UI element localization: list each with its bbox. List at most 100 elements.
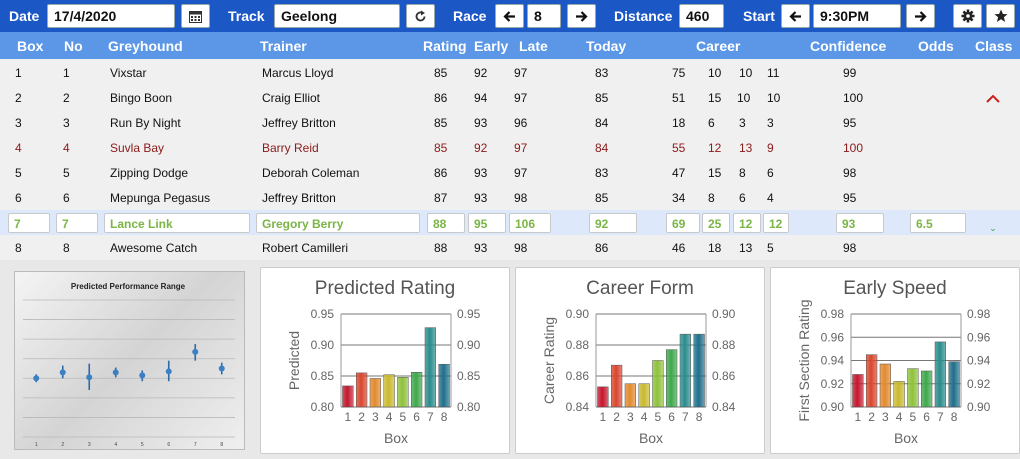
top-toolbar: Date 17/4/2020 Track Geelong Race 8 Dist… (0, 0, 1020, 32)
range-point-8 (218, 365, 225, 372)
start-next-button[interactable] (906, 4, 935, 28)
cell-career-seconds: 6 (739, 191, 746, 205)
x-tick-label: 1 (35, 442, 38, 448)
table-row[interactable]: 4 4 Suvla Bay Barry Reid 85 92 97 84 55 … (0, 135, 1020, 160)
cell-career-thirds: 11 (767, 66, 780, 80)
cell-confidence[interactable]: 93 (836, 213, 884, 233)
col-odds[interactable]: Odds (918, 38, 954, 54)
bar-box-7 (679, 333, 691, 408)
table-row-selected[interactable]: 7 7 Lance Link Gregory Berry 88 95 106 9… (0, 210, 1020, 235)
range-point-1 (33, 375, 40, 382)
bar-box-8 (948, 361, 960, 408)
settings-button[interactable] (953, 4, 982, 28)
cell-today: 85 (595, 91, 609, 105)
x-axis-label: Box (384, 430, 408, 446)
arrow-left-icon (503, 11, 515, 22)
col-late[interactable]: Late (519, 38, 548, 54)
col-no[interactable]: No (64, 38, 83, 54)
cell-career-seconds[interactable]: 12 (733, 213, 761, 233)
favorite-button[interactable] (986, 4, 1015, 28)
cell-early[interactable]: 95 (468, 213, 506, 233)
x-axis-label: Box (894, 430, 918, 446)
calendar-button[interactable] (181, 4, 210, 28)
class-up-icon[interactable] (986, 94, 1000, 103)
col-early[interactable]: Early (474, 38, 509, 54)
cell-late[interactable]: 106 (509, 213, 551, 233)
cell-box: 5 (15, 166, 22, 180)
col-trainer[interactable]: Trainer (260, 38, 307, 54)
col-confidence[interactable]: Confidence (810, 38, 887, 54)
cell-career-wins: 6 (708, 116, 715, 130)
cell-odds[interactable]: 6.5 (910, 213, 966, 233)
race-next-button[interactable] (567, 4, 596, 28)
table-row[interactable]: 6 6 Mepunga Pegasus Jeffrey Britton 87 9… (0, 185, 1020, 210)
date-field[interactable]: 17/4/2020 (47, 4, 175, 28)
cell-late: 98 (514, 241, 528, 255)
bar-box-3 (624, 383, 636, 408)
arrow-left-icon (789, 11, 801, 22)
refresh-button[interactable] (406, 4, 435, 28)
cell-career-wins: 15 (708, 166, 722, 180)
x-tick-label: 1 (345, 410, 352, 424)
class-down-icon[interactable] (986, 220, 1000, 240)
cell-trainer: Barry Reid (262, 141, 319, 155)
race-field[interactable]: 8 (527, 4, 561, 28)
x-tick-label: 5 (655, 410, 662, 424)
table-row[interactable]: 8 8 Awesome Catch Robert Camilleri 88 93… (0, 235, 1020, 260)
bar-box-2 (611, 364, 623, 408)
chart-title: Predicted Rating (314, 278, 456, 299)
col-today[interactable]: Today (586, 38, 627, 54)
start-time-field[interactable]: 9:30PM (813, 4, 901, 28)
y-tick-label: 0.88 (566, 338, 590, 352)
cell-career-seconds: 13 (739, 141, 753, 155)
cell-trainer[interactable]: Gregory Berry (256, 213, 420, 233)
distance-field[interactable]: 460 (679, 4, 724, 28)
col-class[interactable]: Class (975, 38, 1013, 54)
cell-no[interactable]: 7 (56, 213, 98, 233)
cell-career-thirds: 4 (767, 191, 774, 205)
table-row[interactable]: 3 3 Run By Night Jeffrey Britton 85 93 9… (0, 110, 1020, 135)
table-row[interactable]: 2 2 Bingo Boon Craig Elliot 86 94 97 85 … (0, 85, 1020, 110)
track-field[interactable]: Geelong (274, 4, 400, 28)
table-row[interactable]: 5 5 Zipping Dodge Deborah Coleman 86 93 … (0, 160, 1020, 185)
y2-tick-label: 0.96 (967, 330, 991, 344)
col-rating[interactable]: Rating (423, 38, 467, 54)
start-prev-button[interactable] (781, 4, 810, 28)
bar-box-1 (852, 374, 864, 408)
cell-late: 97 (514, 91, 528, 105)
x-tick-label: 2 (358, 410, 365, 424)
cell-rating[interactable]: 88 (427, 213, 465, 233)
cell-trainer: Jeffrey Britton (262, 191, 336, 205)
col-greyhound[interactable]: Greyhound (108, 38, 183, 54)
x-tick-label: 4 (896, 410, 903, 424)
cell-career-thirds[interactable]: 12 (763, 213, 789, 233)
cell-career-wins: 18 (708, 241, 722, 255)
cell-today[interactable]: 92 (589, 213, 637, 233)
chart-title: Early Speed (843, 278, 947, 299)
x-tick-label: 4 (114, 442, 117, 448)
cell-no: 4 (63, 141, 70, 155)
cell-career-wins[interactable]: 25 (702, 213, 730, 233)
col-career[interactable]: Career (696, 38, 741, 54)
cell-greyhound: Zipping Dodge (110, 166, 189, 180)
y2-tick-label: 0.90 (967, 400, 991, 414)
cell-today: 83 (595, 66, 609, 80)
cell-confidence: 99 (843, 66, 857, 80)
table-row[interactable]: 1 1 Vixstar Marcus Lloyd 85 92 97 83 75 … (0, 60, 1020, 85)
x-tick-label: 6 (923, 410, 930, 424)
cell-career-starts[interactable]: 69 (666, 213, 700, 233)
cell-rating: 88 (434, 241, 448, 255)
bar-box-5 (652, 360, 664, 408)
y-tick-label: 0.94 (821, 354, 845, 368)
cell-career-seconds: 10 (739, 66, 753, 80)
cell-box[interactable]: 7 (8, 213, 50, 233)
race-prev-button[interactable] (495, 4, 524, 28)
cell-late: 98 (514, 191, 528, 205)
cell-trainer: Robert Camilleri (262, 241, 349, 255)
bar-box-7 (424, 327, 436, 408)
cell-greyhound[interactable]: Lance Link (104, 213, 250, 233)
col-box[interactable]: Box (17, 38, 44, 54)
y2-tick-label: 0.92 (967, 377, 991, 391)
cell-box: 4 (15, 141, 22, 155)
y-axis-label: Predicted (286, 331, 302, 390)
